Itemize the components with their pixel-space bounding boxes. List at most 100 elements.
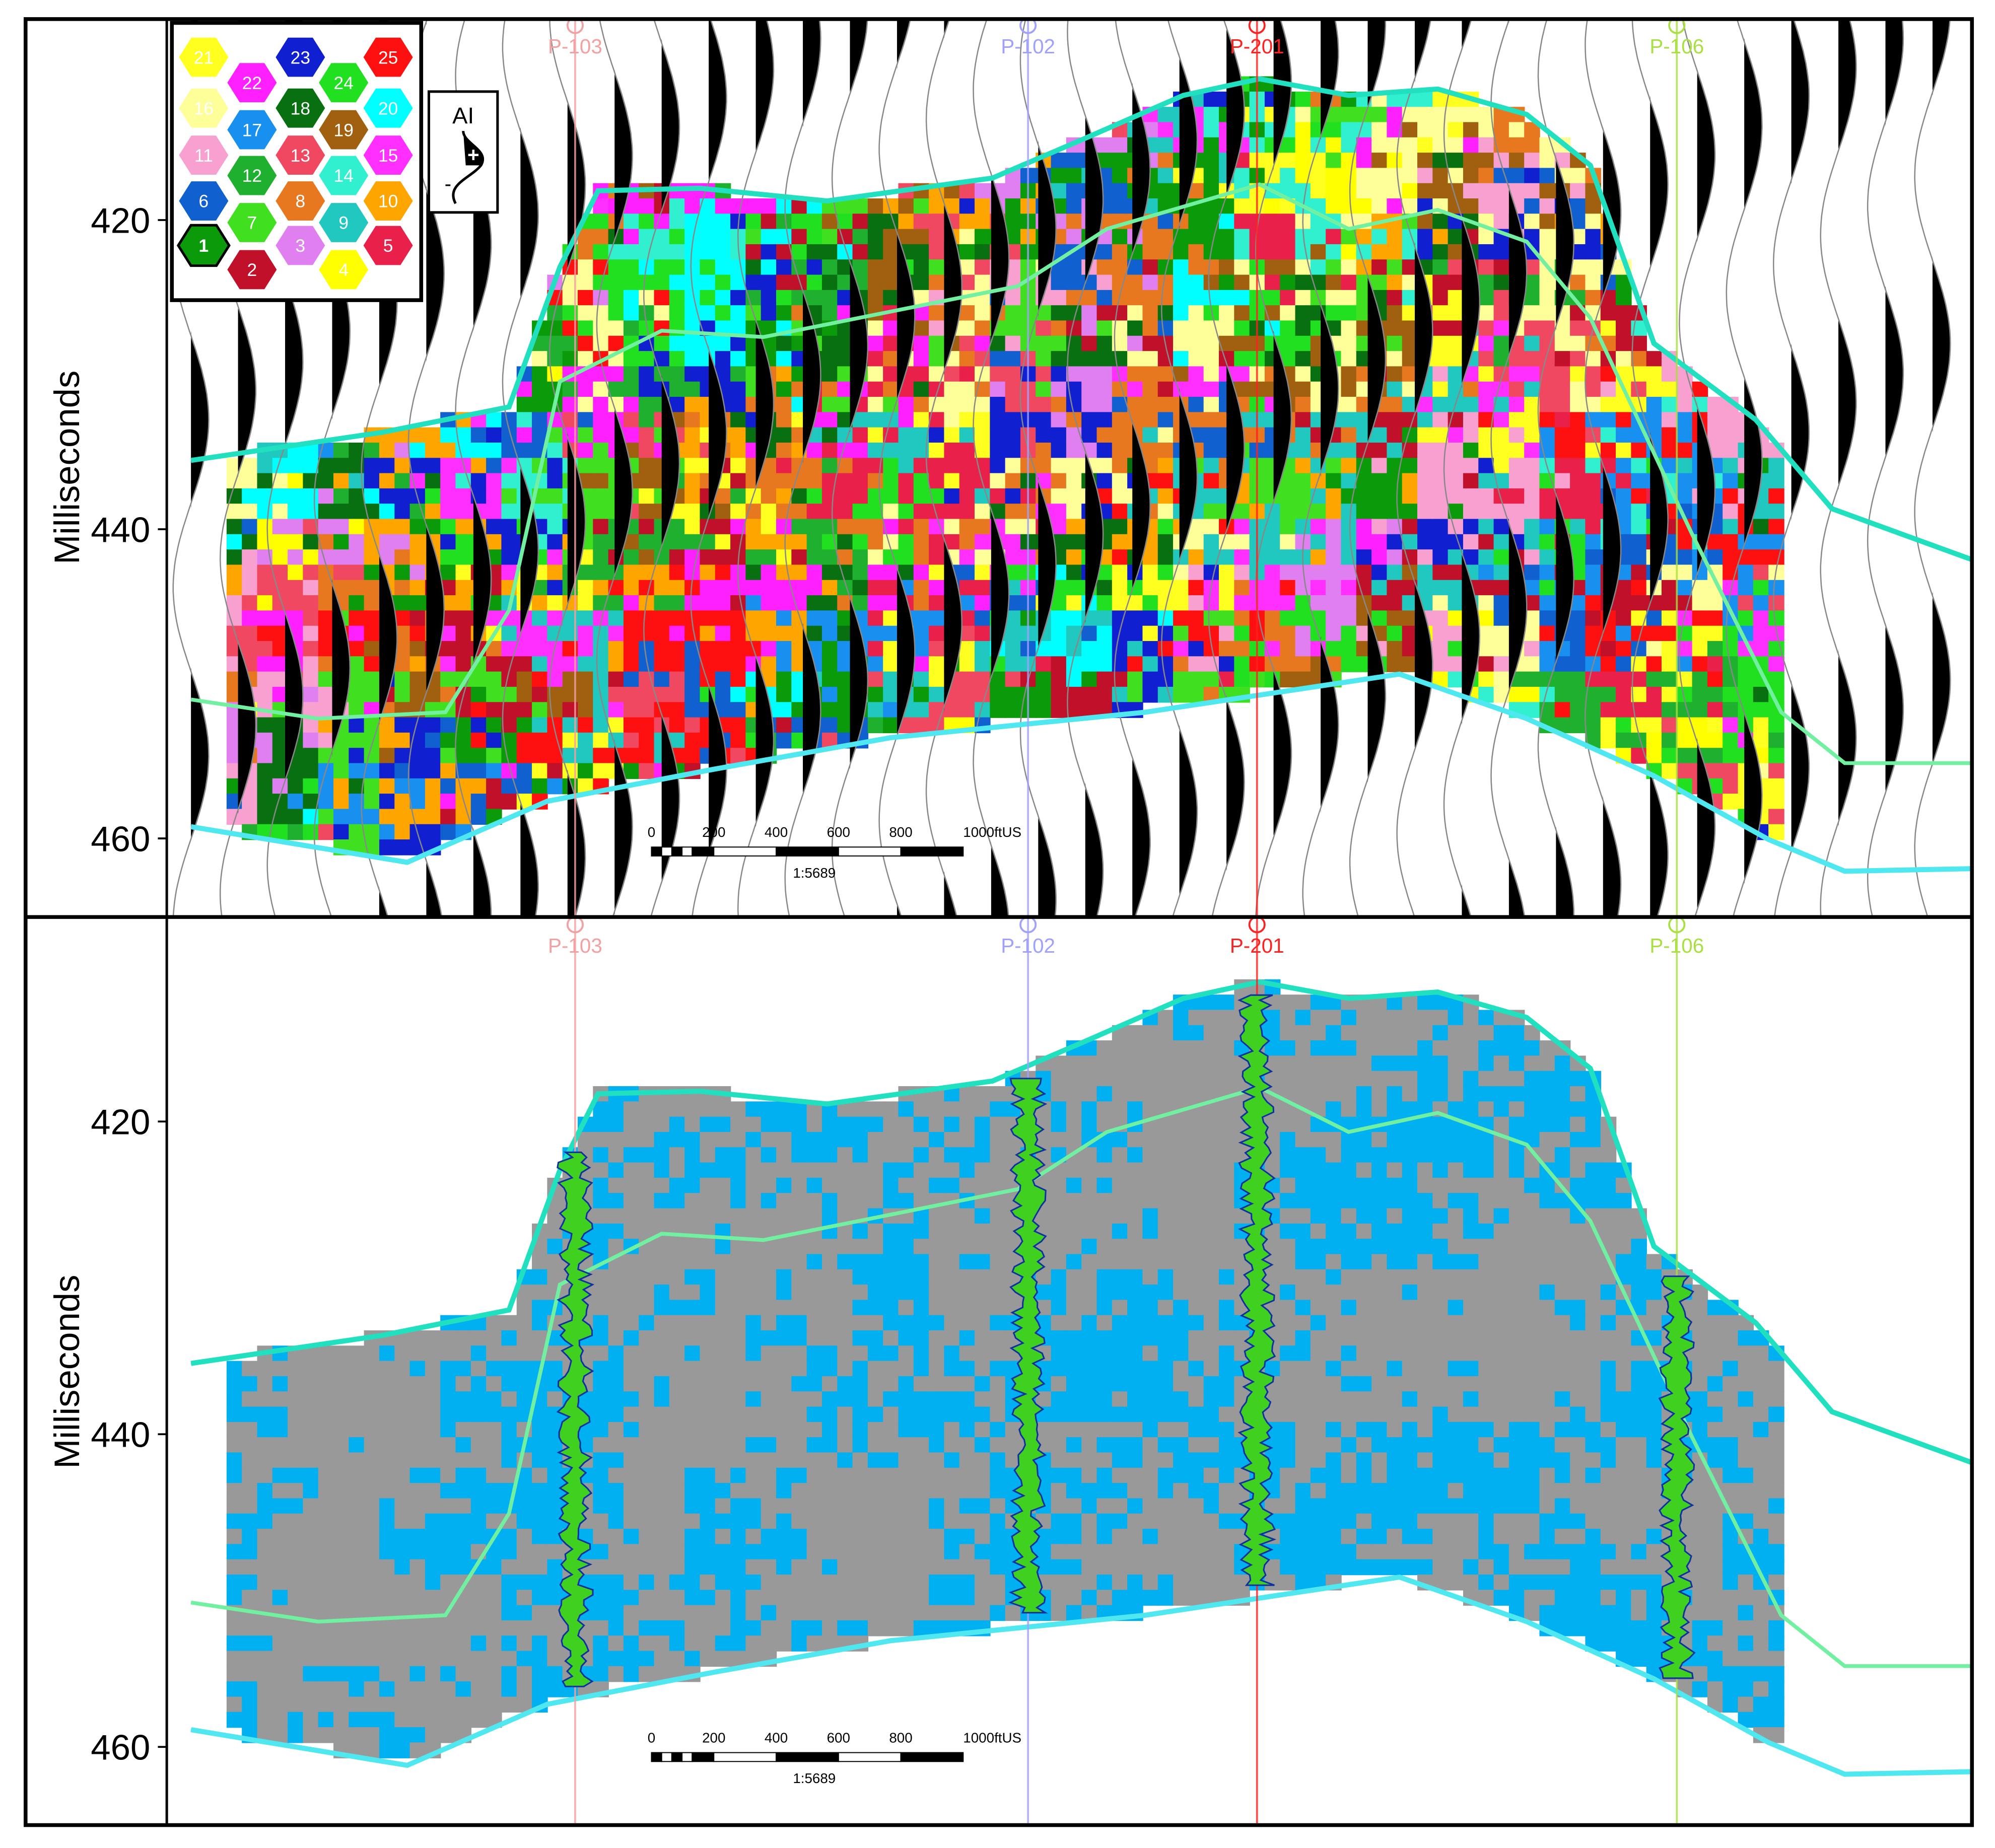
facies-cell — [867, 1361, 884, 1377]
facies-cell — [639, 244, 655, 260]
facies-cell — [272, 473, 289, 489]
facies-cell — [272, 564, 289, 581]
facies-cell — [975, 183, 991, 199]
facies-cell — [1631, 442, 1647, 459]
facies-cell — [1173, 686, 1189, 703]
facies-cell — [1341, 504, 1357, 520]
facies-cell — [1753, 732, 1769, 749]
facies-cell — [761, 1406, 777, 1423]
facies-cell — [1326, 259, 1342, 275]
facies-cell — [898, 488, 915, 505]
facies-cell — [944, 442, 960, 459]
facies-cell — [516, 1574, 533, 1591]
facies-cell — [730, 1177, 746, 1194]
facies-cell — [1188, 564, 1204, 581]
facies-cell — [1508, 458, 1525, 474]
facies-cell — [684, 1406, 701, 1423]
facies-cell — [730, 1147, 746, 1163]
facies-cell — [761, 580, 777, 596]
facies-cell — [700, 1285, 716, 1301]
facies-cell — [730, 1269, 746, 1286]
wiggle-trace — [737, 19, 775, 916]
facies-cell — [486, 1406, 502, 1423]
facies-cell — [1493, 564, 1510, 581]
facies-cell — [745, 595, 762, 611]
facies-cell — [1524, 427, 1540, 444]
facies-cell — [700, 1574, 716, 1591]
facies-cell — [806, 1269, 823, 1286]
facies-cell — [1264, 198, 1281, 215]
facies-cell — [761, 1162, 777, 1179]
facies-cell — [959, 427, 976, 444]
facies-cell — [318, 1391, 334, 1407]
wiggle-fill — [1226, 19, 1245, 916]
facies-cell — [1036, 381, 1052, 398]
facies-cell — [1448, 244, 1464, 260]
facies-cell — [593, 305, 609, 321]
facies-cell — [1417, 229, 1433, 245]
facies-cell — [867, 1345, 884, 1362]
facies-cell — [821, 1574, 838, 1591]
facies-cell — [669, 717, 685, 734]
facies-cell — [1036, 351, 1052, 367]
facies-cell — [806, 1406, 823, 1423]
facies-cell — [349, 564, 365, 581]
facies-cell — [516, 458, 533, 474]
facies-cell — [303, 778, 319, 795]
facies-cell — [318, 1590, 334, 1606]
facies-cell — [837, 1590, 853, 1606]
facies-cell — [440, 549, 456, 565]
facies-cell — [288, 1651, 304, 1667]
facies-cell — [409, 1345, 426, 1362]
facies-cell — [440, 1483, 456, 1499]
facies-cell — [745, 1483, 762, 1499]
facies-cell — [1448, 229, 1464, 245]
facies-cell — [761, 1529, 777, 1545]
facies-cell — [1173, 671, 1189, 688]
facies-cell — [623, 412, 640, 428]
facies-cell — [425, 488, 441, 505]
facies-cell — [867, 610, 884, 626]
facies-cell — [470, 1437, 487, 1453]
facies-cell — [715, 1131, 731, 1148]
facies-cell — [761, 1208, 777, 1225]
facies-cell — [806, 1513, 823, 1530]
facies-cell — [1326, 625, 1342, 642]
facies-cell — [1600, 641, 1617, 657]
facies-cell — [761, 1147, 777, 1163]
facies-cell — [379, 824, 395, 840]
facies-cell — [730, 397, 746, 413]
wiggle-fill — [661, 19, 680, 916]
facies-cell — [715, 610, 731, 626]
facies-cell — [455, 732, 472, 749]
facies-cell — [593, 580, 609, 596]
facies-cell — [1188, 641, 1204, 657]
facies-cell — [791, 1376, 807, 1392]
facies-cell — [1478, 351, 1494, 367]
facies-cell — [593, 366, 609, 383]
facies-cell — [639, 1315, 655, 1331]
facies-cell — [852, 1559, 869, 1576]
facies-cell — [486, 1498, 502, 1514]
facies-cell — [288, 1437, 304, 1453]
facies-cell — [623, 1559, 640, 1576]
facies-cell — [990, 488, 1006, 505]
wiggle-fill — [1085, 19, 1104, 916]
facies-cell — [684, 351, 701, 367]
facies-cell — [776, 1193, 792, 1209]
facies-cell — [1539, 320, 1556, 337]
facies-cell — [1463, 504, 1479, 520]
facies-cell — [532, 1437, 548, 1453]
facies-cell — [318, 686, 334, 703]
facies-cell — [654, 1605, 670, 1621]
facies-cell — [1448, 305, 1464, 321]
facies-cell — [1371, 473, 1388, 489]
facies-cell — [394, 656, 410, 672]
facies-cell — [1371, 107, 1388, 123]
facies-cell — [1448, 519, 1464, 535]
facies-cell — [349, 1361, 365, 1377]
facies-cell — [364, 1590, 380, 1606]
facies-cell — [730, 1345, 746, 1362]
facies-cell — [501, 1544, 518, 1560]
facies-cell — [1493, 442, 1510, 459]
